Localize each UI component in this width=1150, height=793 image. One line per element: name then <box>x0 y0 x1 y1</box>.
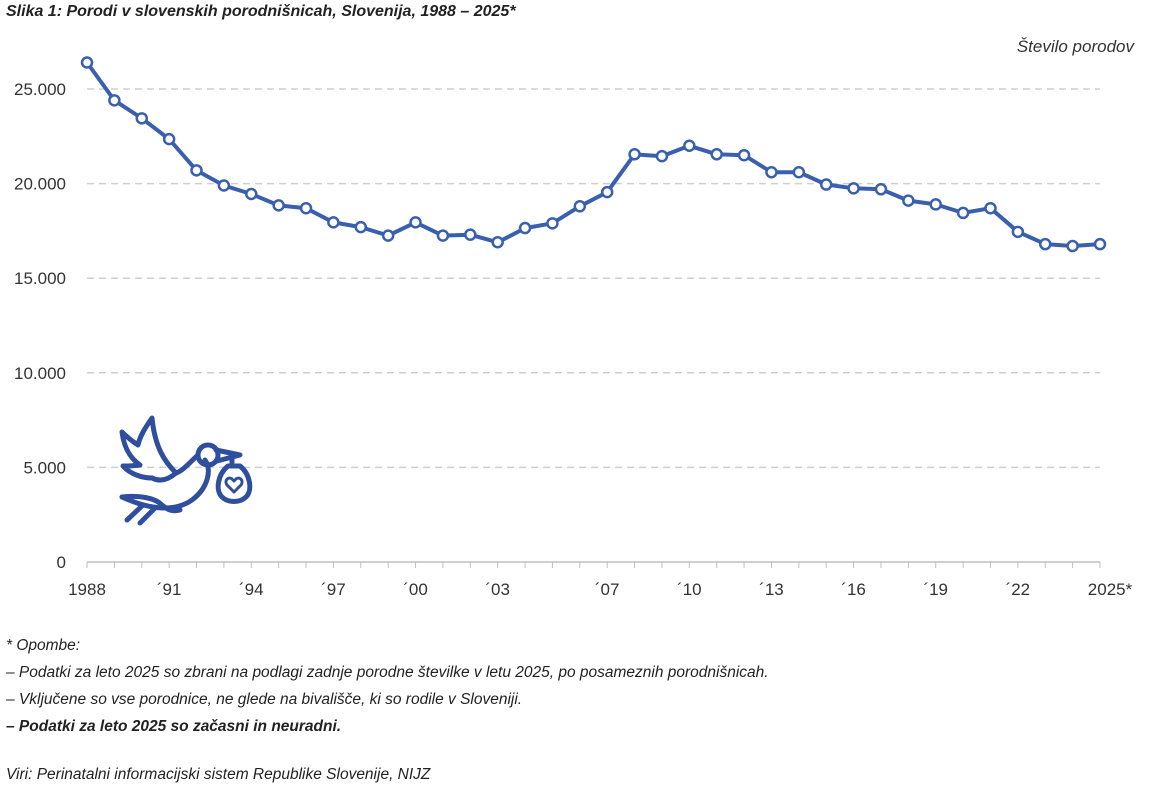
x-tick-label: ´16 <box>841 580 866 599</box>
x-tick-label: 1988 <box>68 580 106 599</box>
data-point <box>1038 237 1052 251</box>
note-line-3: – Podatki za leto 2025 so začasni in neu… <box>6 718 342 735</box>
data-point <box>765 165 778 179</box>
data-point <box>108 94 121 107</box>
data-point <box>190 164 203 177</box>
y-tick-label: 5.000 <box>23 458 66 477</box>
x-tick-label: ´91 <box>157 580 182 599</box>
data-point <box>929 198 942 211</box>
x-tick-label: ´22 <box>1006 580 1031 599</box>
stork-icon <box>119 415 253 526</box>
data-point <box>984 201 997 215</box>
data-point <box>80 56 94 69</box>
data-point <box>162 132 176 146</box>
y-axis-title: Število porodov <box>1016 37 1134 56</box>
y-tick-labels: 0 5.000 10.000 15.000 20.000 25.000 <box>14 80 66 572</box>
data-point <box>299 201 313 215</box>
x-tick-label: ´94 <box>239 580 264 599</box>
data-point <box>409 216 422 229</box>
data-point <box>546 217 559 230</box>
chart-title: Slika 1: Porodi v slovenskih porodnišnic… <box>6 3 516 20</box>
data-point <box>354 220 368 234</box>
x-tick-label: 2025* <box>1088 580 1133 599</box>
x-tick-label: ´10 <box>677 580 702 599</box>
data-point <box>436 229 450 242</box>
data-point <box>1066 239 1079 253</box>
data-point <box>135 112 149 125</box>
data-point <box>819 178 833 191</box>
line-chart: 0 5.000 10.000 15.000 20.000 25.000 1988 ´91 ´9… <box>14 56 1133 599</box>
x-tick-label: ´03 <box>485 580 510 599</box>
data-point <box>683 139 696 153</box>
note-line-2: – Vključene so vse porodnice, ne glede n… <box>6 691 523 708</box>
data-point <box>874 183 888 196</box>
grid-lines <box>87 88 1100 563</box>
data-point <box>792 165 806 179</box>
x-tick-labels: 1988 ´91 ´94 ´97 ´00 ´03 ´07 ´10 ´13 ´16 ´19 ´22 202… <box>68 562 1133 599</box>
data-point <box>710 148 723 161</box>
y-tick-label: 20.000 <box>14 175 66 194</box>
notes-header: * Opombe: <box>6 637 81 654</box>
data-points <box>80 56 1107 253</box>
x-tick-label: ´97 <box>321 580 346 599</box>
data-point <box>245 187 258 201</box>
data-point <box>600 185 614 199</box>
data-point <box>737 148 751 162</box>
data-point <box>217 179 231 192</box>
x-tick-label: ´07 <box>595 580 620 599</box>
y-tick-label: 0 <box>57 553 66 572</box>
series-line <box>85 61 1101 248</box>
x-tick-label: ´19 <box>923 580 948 599</box>
data-point <box>518 221 532 235</box>
y-tick-label: 10.000 <box>14 364 66 383</box>
data-point <box>464 228 477 241</box>
data-point <box>272 199 285 212</box>
data-point <box>573 200 587 213</box>
y-tick-label: 15.000 <box>14 269 66 288</box>
y-tick-label: 25.000 <box>14 80 66 99</box>
notes: * Opombe: – Podatki za leto 2025 so zbra… <box>6 632 769 740</box>
x-tick-label: ´13 <box>759 580 784 599</box>
data-point <box>956 206 970 220</box>
data-point <box>327 216 340 229</box>
data-point <box>381 229 395 242</box>
note-line-1: – Podatki za leto 2025 so zbrani na podl… <box>6 664 769 681</box>
data-point <box>491 236 504 249</box>
source-note: Viri: Perinatalni informacijski sistem R… <box>6 766 431 783</box>
data-point <box>847 182 860 195</box>
data-point <box>902 194 915 207</box>
x-tick-label: ´00 <box>403 580 428 599</box>
data-point <box>655 149 669 163</box>
data-point <box>1093 237 1107 251</box>
data-point <box>628 148 641 161</box>
data-point <box>1011 225 1025 239</box>
